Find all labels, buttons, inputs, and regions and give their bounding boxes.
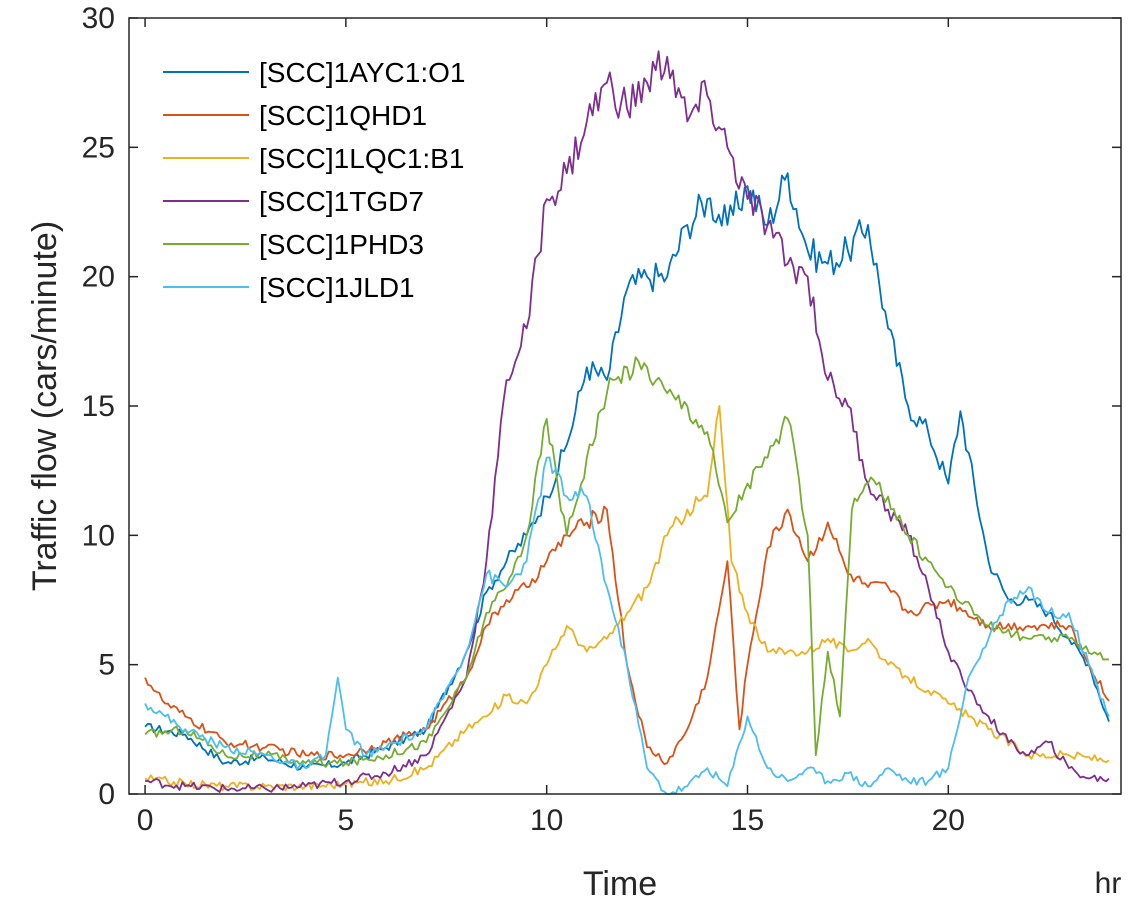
y-tick-label: 30 (82, 2, 115, 35)
x-axis-label: Time (583, 865, 657, 903)
series-line-3 (145, 50, 1110, 793)
legend-label-1: [SCC]1QHD1 (259, 100, 427, 131)
x-axis-unit: hr (1095, 867, 1122, 900)
y-tick-label: 15 (82, 390, 115, 423)
plot-area (129, 18, 1121, 794)
x-axis-ticks: 0 5 10 15 20 (137, 18, 965, 837)
legend-label-5: [SCC]1JLD1 (259, 272, 415, 303)
series-layer (144, 50, 1110, 795)
series-line-5 (144, 456, 1110, 795)
x-tick-label: 0 (137, 804, 154, 837)
x-tick-label: 20 (932, 804, 965, 837)
y-axis-label: Traffic flow (cars/minute) (26, 221, 64, 591)
x-tick-label: 15 (731, 804, 764, 837)
series-line-4 (144, 356, 1110, 768)
y-tick-label: 0 (98, 778, 115, 811)
x-tick-label: 5 (338, 804, 355, 837)
y-axis-ticks: 0 5 10 15 20 25 30 (82, 2, 1121, 811)
y-tick-label: 5 (98, 649, 115, 682)
y-tick-label: 10 (82, 519, 115, 552)
x-tick-label: 10 (530, 804, 563, 837)
y-tick-label: 20 (82, 261, 115, 294)
legend-label-0: [SCC]1AYC1:O1 (259, 57, 465, 88)
legend-label-3: [SCC]1TGD7 (259, 186, 424, 217)
legend: [SCC]1AYC1:O1 [SCC]1QHD1 [SCC]1LQC1:B1 [SCC… (163, 57, 465, 303)
legend-label-2: [SCC]1LQC1:B1 (259, 143, 464, 174)
y-tick-label: 25 (82, 131, 115, 164)
legend-label-4: [SCC]1PHD3 (259, 229, 424, 260)
